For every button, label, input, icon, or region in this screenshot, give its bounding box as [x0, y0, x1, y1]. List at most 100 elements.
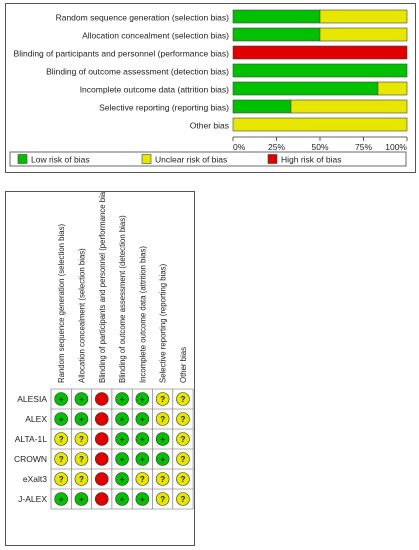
risk-symbol: +	[140, 495, 145, 504]
risk-symbol: +	[120, 415, 125, 424]
risk-symbol: +	[59, 395, 64, 404]
risk-marker	[74, 472, 89, 486]
risk-symbol: ?	[79, 475, 84, 484]
risk-marker	[94, 472, 109, 486]
column-header: Blinding of outcome assessment (detectio…	[118, 215, 127, 383]
risk-symbol: ?	[181, 435, 186, 444]
risk-marker	[176, 492, 190, 506]
risk-marker	[115, 432, 129, 446]
risk-symbol: +	[160, 455, 165, 464]
category-label: Blinding of participants and personnel (…	[14, 49, 230, 59]
risk-marker	[176, 392, 190, 406]
risk-symbol: +	[140, 415, 145, 424]
risk-symbol: ?	[79, 455, 84, 464]
risk-marker	[155, 452, 170, 466]
study-label: J-ALEX	[18, 494, 47, 504]
risk-symbol: +	[79, 395, 84, 404]
bar-segment	[319, 9, 408, 24]
x-tick-label: 100%	[385, 142, 407, 152]
risk-symbol: +	[120, 395, 125, 404]
risk-marker	[155, 492, 170, 506]
study-label: ALESIA	[17, 394, 47, 404]
risk-marker	[94, 492, 109, 506]
risk-symbol: ?	[160, 475, 165, 484]
category-label: Blinding of outcome assessment (detectio…	[46, 67, 229, 77]
risk-symbol: +	[79, 415, 84, 424]
risk-symbol: +	[59, 495, 64, 504]
risk-marker	[115, 412, 129, 426]
risk-marker	[74, 492, 89, 506]
risk-marker	[176, 412, 190, 426]
risk-symbol: +	[120, 455, 125, 464]
risk-marker	[74, 412, 89, 426]
risk-symbol: +	[120, 435, 125, 444]
graph-table-svg: Random sequence generation (selection bi…	[14, 185, 194, 510]
risk-symbol: ?	[160, 495, 165, 504]
column-header: Incomplete outcome data (attrition bias)	[138, 246, 147, 383]
bar-segment	[232, 45, 408, 60]
legend-swatch	[267, 154, 278, 164]
risk-marker	[54, 392, 68, 406]
risk-marker	[54, 492, 68, 506]
x-tick-label: 50%	[311, 142, 328, 152]
column-header: Blinding of participants and personnel (…	[98, 192, 107, 383]
x-tick-label: 75%	[355, 142, 372, 152]
risk-marker	[155, 392, 170, 406]
risk-marker	[135, 432, 150, 446]
x-tick-label: 25%	[268, 142, 285, 152]
risk-marker	[155, 432, 170, 446]
risk-marker	[115, 492, 129, 506]
category-label: Allocation concealment (selection bias)	[82, 31, 229, 41]
study-label: CROWN	[14, 454, 47, 464]
risk-of-bias-graph-table: Random sequence generation (selection bi…	[5, 185, 195, 546]
risk-marker	[135, 392, 150, 406]
risk-symbol: +	[140, 435, 145, 444]
risk-symbol: ?	[59, 435, 64, 444]
bar-segment	[232, 63, 408, 78]
column-header: Other bias	[179, 347, 188, 383]
risk-marker	[115, 452, 129, 466]
legend-label: Low risk of bias	[31, 155, 90, 165]
bar-segment	[319, 27, 408, 42]
category-label: Selective reporting (reporting bias)	[99, 103, 229, 113]
category-label: Random sequence generation (selection bi…	[56, 13, 230, 23]
bar-segment	[232, 81, 379, 96]
risk-symbol: ?	[181, 395, 186, 404]
risk-symbol: +	[59, 415, 64, 424]
risk-marker	[74, 452, 89, 466]
bar-segment	[232, 27, 321, 42]
risk-marker	[135, 452, 150, 466]
risk-symbol: +	[120, 475, 125, 484]
risk-marker	[155, 412, 170, 426]
risk-marker	[135, 492, 150, 506]
risk-symbol: ?	[181, 455, 186, 464]
risk-symbol: +	[160, 435, 165, 444]
bar-segment	[232, 117, 408, 132]
risk-marker	[115, 392, 129, 406]
risk-marker	[94, 432, 109, 446]
risk-marker	[54, 472, 68, 486]
risk-symbol: ?	[181, 415, 186, 424]
summary-chart-svg: Random sequence generation (selection bi…	[9, 9, 408, 167]
risk-symbol: ?	[140, 475, 145, 484]
risk-marker	[74, 392, 89, 406]
risk-symbol: ?	[79, 435, 84, 444]
legend-swatch	[141, 154, 152, 164]
study-label: eXalt3	[23, 474, 47, 484]
column-header: Random sequence generation (selection bi…	[57, 224, 66, 383]
bar-segment	[377, 81, 408, 96]
risk-symbol: ?	[59, 455, 64, 464]
risk-marker	[54, 452, 68, 466]
risk-marker	[135, 412, 150, 426]
column-header: Allocation concealment (selection bias)	[77, 248, 86, 383]
bar-segment	[290, 99, 408, 114]
risk-marker	[176, 472, 190, 486]
risk-marker	[115, 472, 129, 486]
risk-symbol: +	[79, 495, 84, 504]
risk-marker	[94, 412, 109, 426]
risk-marker	[94, 392, 109, 406]
risk-symbol: ?	[160, 415, 165, 424]
risk-symbol: ?	[181, 495, 186, 504]
risk-symbol: +	[120, 495, 125, 504]
risk-symbol: +	[140, 455, 145, 464]
